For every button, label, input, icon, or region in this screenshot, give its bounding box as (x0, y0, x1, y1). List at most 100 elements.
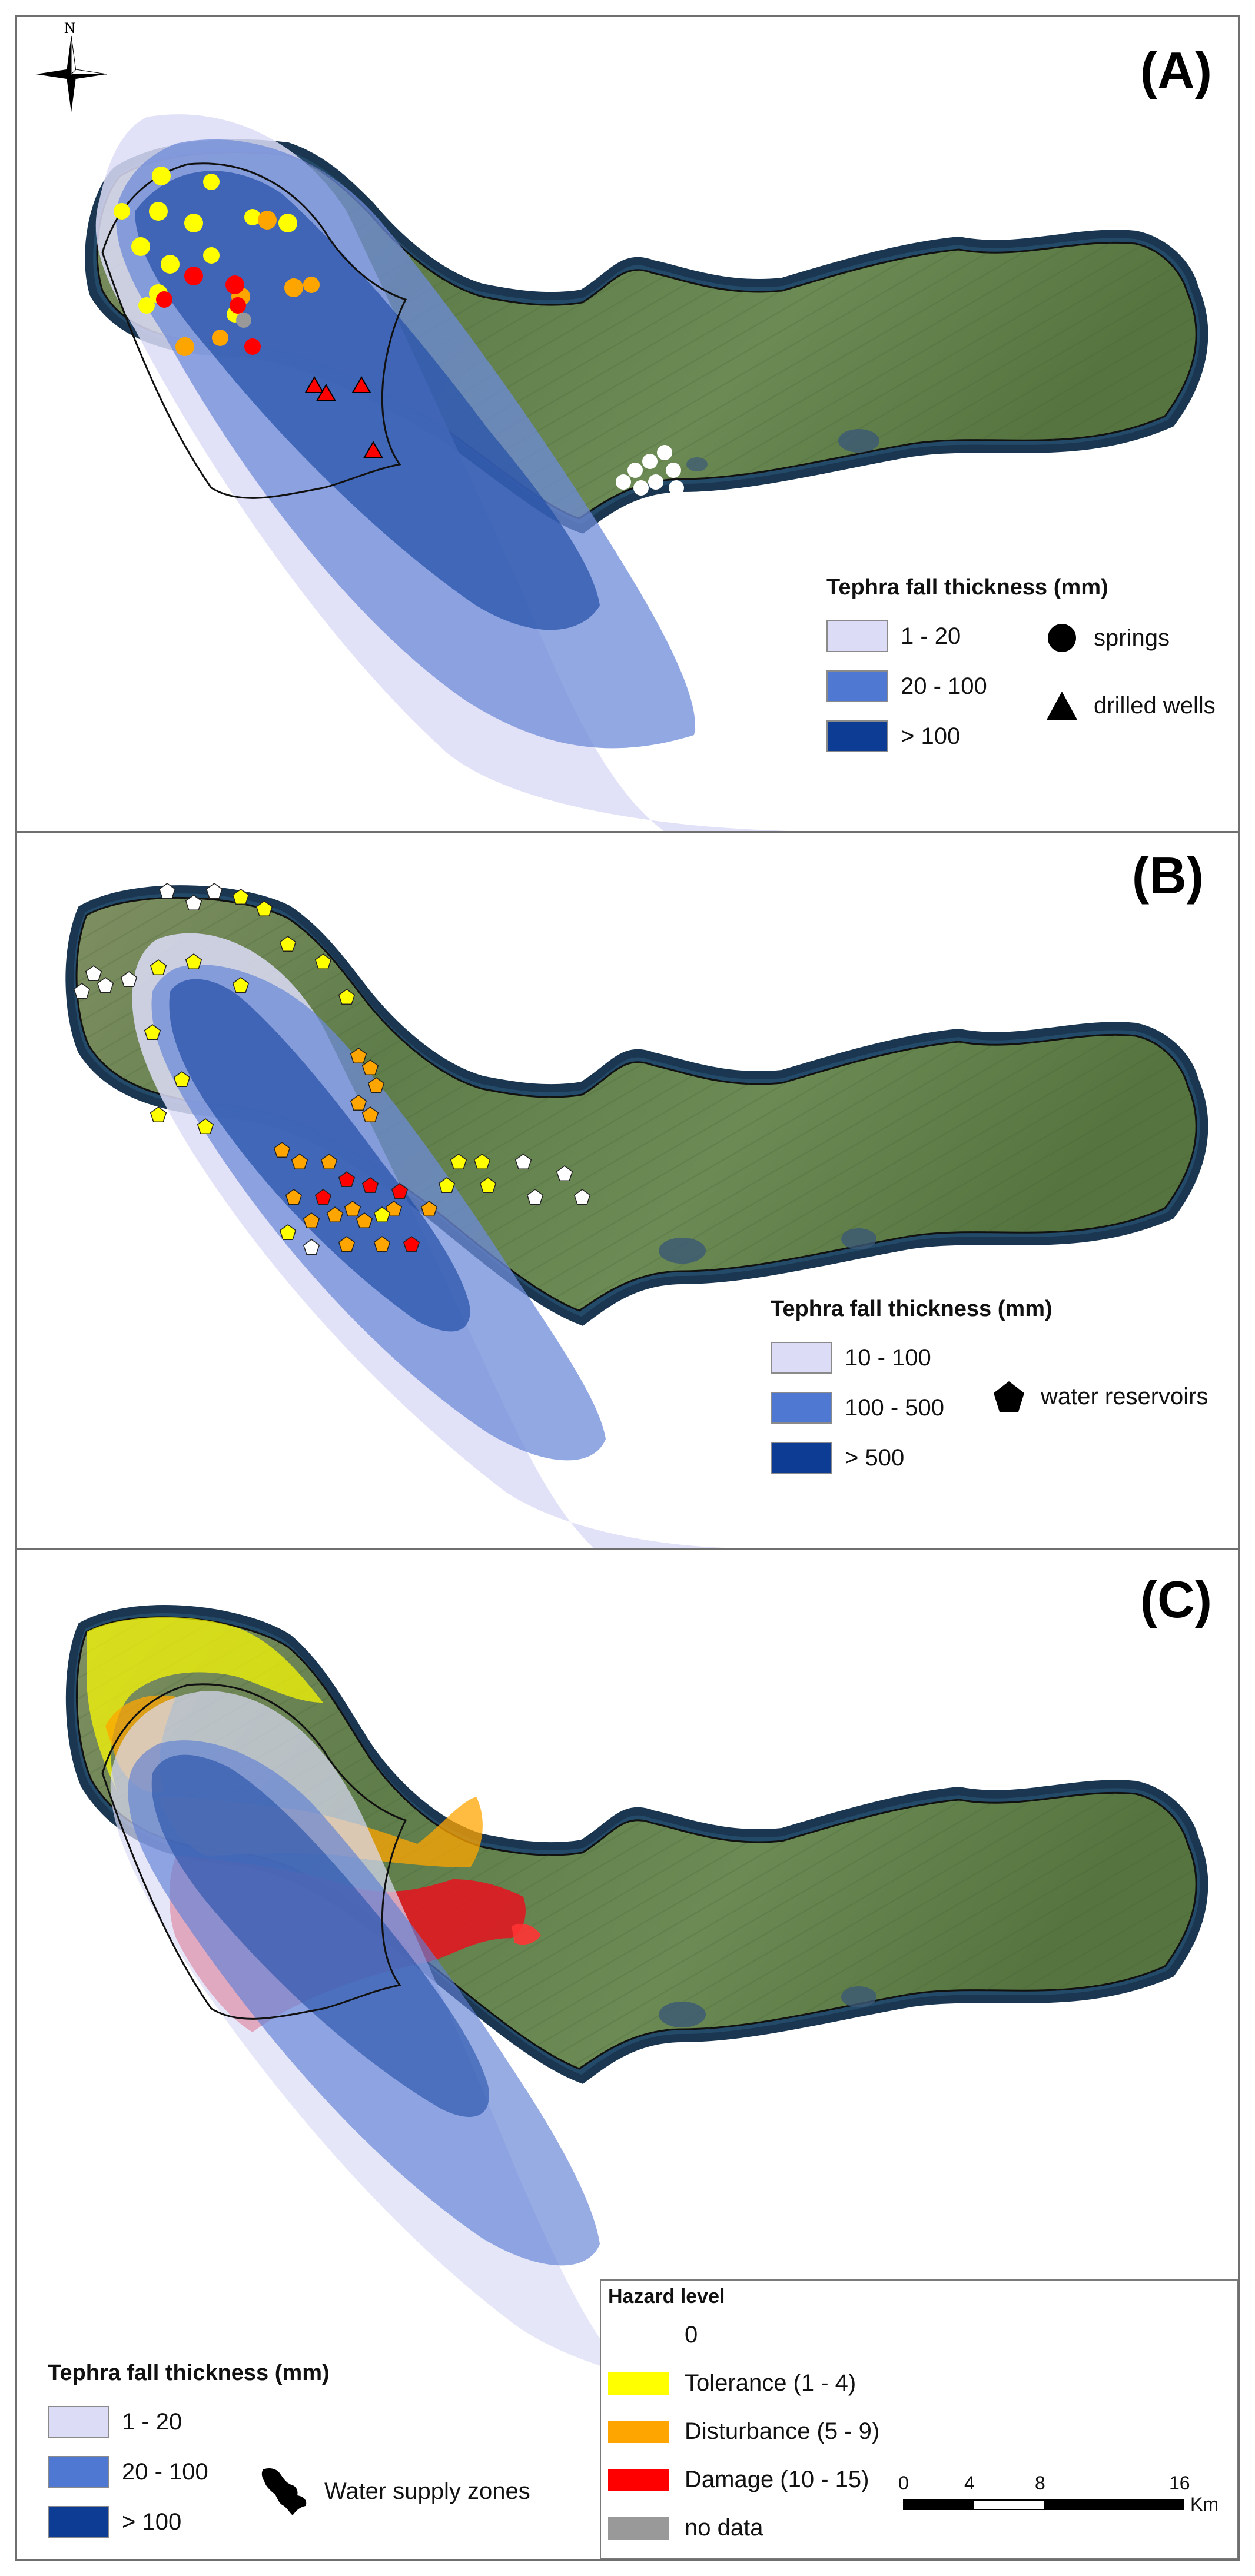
panel-label-b: (B) (1131, 846, 1204, 905)
hazard-level-damage: Damage (10 - 15) (608, 2467, 869, 2493)
reservoir-marker (232, 977, 250, 993)
reservoir-marker (338, 1236, 356, 1252)
legend-class-b-mid: 100 - 500 (771, 1392, 944, 1424)
legend-class-b-high-label: > 500 (845, 1444, 905, 1471)
reservoir-marker (361, 1177, 379, 1194)
reservoir-marker (420, 1201, 438, 1217)
reservoir-marker (144, 1024, 161, 1041)
legend-class-c-low-label: 1 - 20 (122, 2408, 182, 2435)
map-panel-c: (C) Tephra fall thickness (mm) 1 - 20 20… (15, 1548, 1240, 2561)
reservoir-marker (185, 895, 202, 911)
reservoir-marker (73, 983, 91, 999)
reservoir-marker (320, 1154, 338, 1170)
legend-class-a-mid: 20 - 100 (826, 670, 987, 702)
reservoir-marker (150, 959, 167, 976)
reservoir-marker (303, 1212, 320, 1229)
legend-class-c-low: 1 - 20 (48, 2406, 182, 2438)
legend-reservoirs-label: water reservoirs (1041, 1383, 1208, 1410)
reservoir-marker (314, 1189, 332, 1205)
reservoir-marker (367, 1077, 385, 1093)
legend-class-b-high: > 500 (771, 1442, 904, 1474)
north-arrow: N (30, 19, 112, 118)
reservoir-marker (120, 971, 138, 988)
legend-water-supply-zones-label: Water supply zones (324, 2478, 530, 2504)
water-supply-outline-c (101, 1683, 407, 2020)
reservoir-marker (356, 1212, 373, 1229)
reservoir-marker (314, 953, 332, 970)
water-supply-outline-a (101, 162, 407, 499)
panel-label-c: (C) (1140, 1570, 1212, 1628)
swatch-high-a (826, 720, 888, 752)
swatch-high-b (771, 1442, 832, 1474)
water-reservoirs-icon (991, 1379, 1027, 1414)
hazard-legend-title: Hazard level (608, 2285, 725, 2308)
legend-springs-label: springs (1094, 624, 1170, 651)
scale-bar-graphic (903, 2499, 1184, 2510)
legend-springs: springs (1044, 620, 1170, 656)
legend-class-a-low-label: 1 - 20 (901, 623, 961, 649)
map-canvas-a (85, 114, 1208, 832)
reservoir-marker (285, 1189, 303, 1205)
reservoir-marker (303, 1239, 320, 1255)
wells-points-a (304, 375, 383, 458)
hazard-level-no-data: no data (608, 2515, 763, 2541)
swatch-mid-c (48, 2456, 109, 2488)
hazard-level-tolerance: Tolerance (1 - 4) (608, 2370, 856, 2396)
legend-class-a-low: 1 - 20 (826, 620, 961, 652)
reservoir-marker (373, 1206, 391, 1223)
scale-tick-8: 8 (1035, 2472, 1045, 2494)
hazard-level-no-data-label: no data (685, 2515, 763, 2541)
reservoir-marker (373, 1236, 391, 1252)
reservoir-marker (255, 900, 273, 917)
swatch-low-c (48, 2406, 109, 2438)
hazard-level-damage-label: Damage (10 - 15) (685, 2467, 869, 2492)
legend-class-c-high: > 100 (48, 2506, 181, 2538)
compass-icon (36, 35, 107, 112)
reservoir-marker (279, 1224, 297, 1241)
scale-tick-4: 4 (964, 2472, 975, 2494)
scale-bar: 0 4 8 16 Km (898, 2472, 1228, 2520)
water-supply-zones-icon (257, 2465, 310, 2518)
reservoir-marker (479, 1177, 497, 1194)
reservoir-marker (403, 1236, 420, 1252)
reservoir-marker (185, 953, 202, 970)
hazard-level-0: 0 (608, 2322, 698, 2348)
legend-class-c-mid-label: 20 - 100 (122, 2458, 208, 2485)
reservoir-marker (473, 1154, 491, 1170)
legend-water-supply-zones: Water supply zones (257, 2465, 530, 2518)
reservoir-marker (205, 883, 223, 899)
scale-tick-16: 16 (1169, 2472, 1190, 2494)
hazard-swatch-no-data (608, 2517, 669, 2540)
swatch-mid-a (826, 670, 888, 702)
legend-class-a-high: > 100 (826, 720, 960, 752)
hazard-level-disturbance-label: Disturbance (5 - 9) (685, 2418, 880, 2444)
panel-label-a: (A) (1140, 41, 1212, 99)
reservoir-marker (361, 1106, 379, 1123)
reservoir-marker (450, 1154, 467, 1170)
reservoir-marker (291, 1154, 308, 1170)
reservoir-marker (158, 883, 176, 899)
map-panel-a: N (A) Tephra fall thickness (mm) 1 - 20 … (15, 15, 1240, 833)
hazard-swatch-tolerance (608, 2372, 669, 2395)
reservoir-marker (344, 1201, 361, 1217)
swatch-low-a (826, 620, 888, 652)
hazard-swatch-disturbance (608, 2420, 669, 2443)
hazard-level-0-label: 0 (685, 2322, 698, 2348)
legend-class-a-high-label: > 100 (901, 723, 961, 749)
hazard-swatch-0 (608, 2324, 669, 2346)
legend-reservoirs: water reservoirs (991, 1379, 1208, 1414)
reservoir-marker (361, 1059, 379, 1076)
legend-title-b: Tephra fall thickness (mm) (771, 1297, 1053, 1321)
drilled-wells-icon (1044, 688, 1080, 723)
springs-points-a (114, 167, 684, 496)
reservoir-marker (197, 1118, 214, 1135)
reservoir-marker (326, 1206, 344, 1223)
scale-unit: Km (1190, 2494, 1219, 2515)
reservoir-marker (338, 989, 356, 1005)
reservoir-marker (232, 889, 250, 905)
reservoir-marker (350, 1095, 367, 1111)
legend-class-c-high-label: > 100 (122, 2508, 182, 2535)
map-canvas-c (65, 1605, 1208, 2403)
legend-wells-label: drilled wells (1094, 692, 1216, 719)
reservoir-marker (514, 1154, 532, 1170)
